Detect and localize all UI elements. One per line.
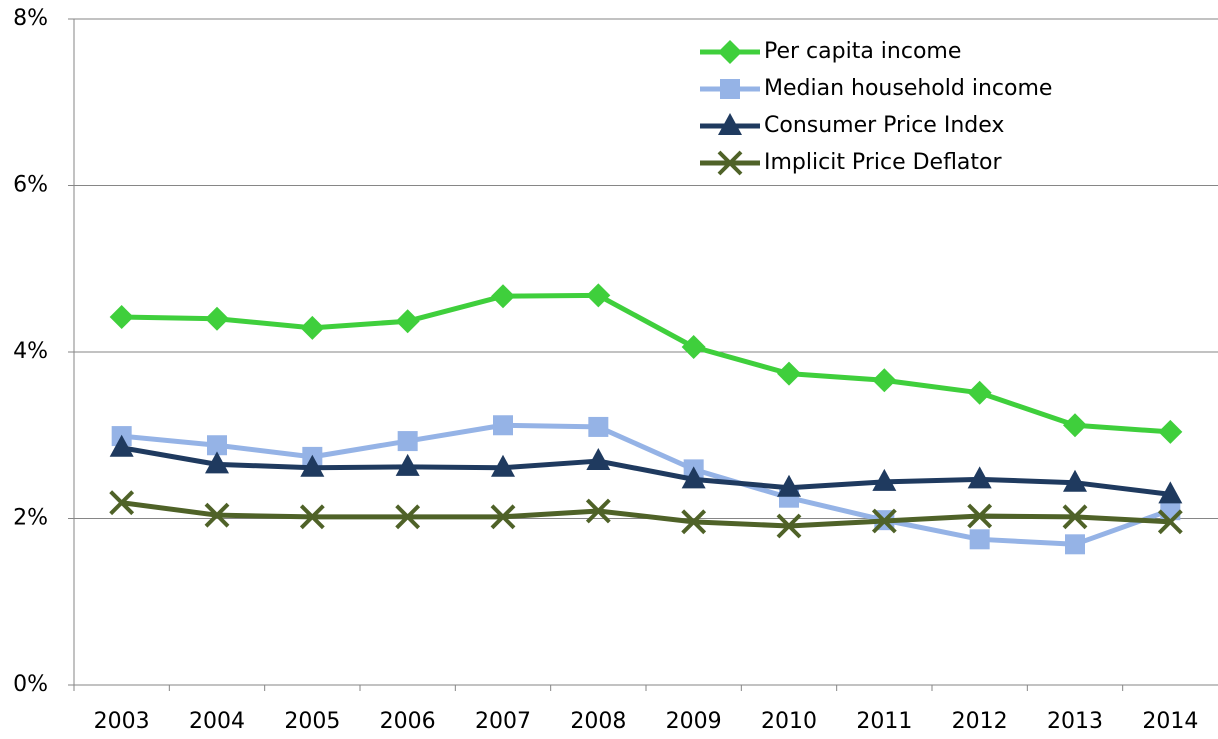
data-point	[967, 466, 992, 489]
data-point	[967, 380, 992, 405]
data-point	[109, 490, 135, 516]
data-point	[872, 368, 897, 393]
data-point	[300, 315, 325, 340]
data-point	[109, 434, 134, 457]
x-tick-label: 2007	[475, 709, 531, 734]
x-tick-label: 2006	[380, 709, 436, 734]
x-tick-label: 2011	[856, 709, 912, 734]
legend-label: Implicit Price Deflator	[764, 150, 1002, 175]
x-tick-label: 2012	[952, 709, 1008, 734]
data-point	[300, 454, 325, 477]
data-point	[681, 466, 706, 489]
data-point	[588, 416, 609, 437]
x-tick-label: 2008	[570, 709, 626, 734]
data-point	[1063, 469, 1087, 492]
x-tick-label: 2010	[761, 709, 817, 734]
data-point	[969, 529, 990, 550]
series-line	[121, 292, 1171, 435]
data-point	[967, 503, 993, 529]
data-point	[586, 448, 611, 471]
data-point	[491, 284, 515, 309]
data-point	[586, 283, 611, 308]
data-point	[1063, 413, 1087, 438]
data-point	[109, 305, 134, 330]
data-point	[491, 454, 515, 477]
data-point	[1158, 481, 1183, 504]
data-point	[776, 513, 802, 539]
data-point	[872, 468, 897, 491]
series-line	[121, 445, 1171, 497]
data-point	[1062, 504, 1088, 530]
legend-marker	[718, 40, 742, 64]
y-tick-label: 2%	[13, 506, 48, 531]
data-point	[205, 306, 229, 331]
data-point	[395, 504, 421, 530]
x-tick-label: 2013	[1047, 709, 1103, 734]
legend-label: Consumer Price Index	[764, 113, 1004, 138]
data-point	[204, 502, 230, 528]
data-point	[777, 361, 801, 386]
legend-marker	[717, 150, 743, 176]
y-tick-label: 6%	[13, 173, 48, 198]
y-tick-label: 4%	[13, 339, 48, 364]
y-tick-label: 8%	[13, 6, 48, 31]
data-point	[1065, 534, 1085, 555]
series-line	[121, 500, 1171, 529]
data-point	[1157, 509, 1183, 535]
data-point	[777, 474, 801, 497]
legend-marker	[718, 113, 742, 135]
data-point	[490, 504, 516, 530]
series-line	[121, 422, 1172, 547]
data-point	[207, 435, 227, 456]
x-tick-label: 2014	[1142, 709, 1198, 734]
x-tick-label: 2009	[666, 709, 722, 734]
data-point	[299, 504, 325, 530]
data-point	[585, 498, 611, 524]
data-point	[493, 415, 513, 436]
legend-label: Median household income	[764, 76, 1052, 101]
legend-marker	[720, 79, 740, 99]
data-point	[871, 508, 897, 534]
data-point	[1158, 419, 1183, 444]
data-point	[397, 431, 418, 452]
x-tick-label: 2004	[189, 709, 245, 734]
y-tick-label: 0%	[13, 672, 48, 697]
data-point	[205, 451, 229, 474]
x-tick-label: 2005	[284, 709, 340, 734]
data-point	[681, 335, 706, 360]
data-point	[395, 309, 420, 334]
x-tick-label: 2003	[94, 709, 150, 734]
data-point	[681, 509, 707, 535]
data-point	[395, 453, 420, 476]
legend-label: Per capita income	[764, 39, 961, 64]
